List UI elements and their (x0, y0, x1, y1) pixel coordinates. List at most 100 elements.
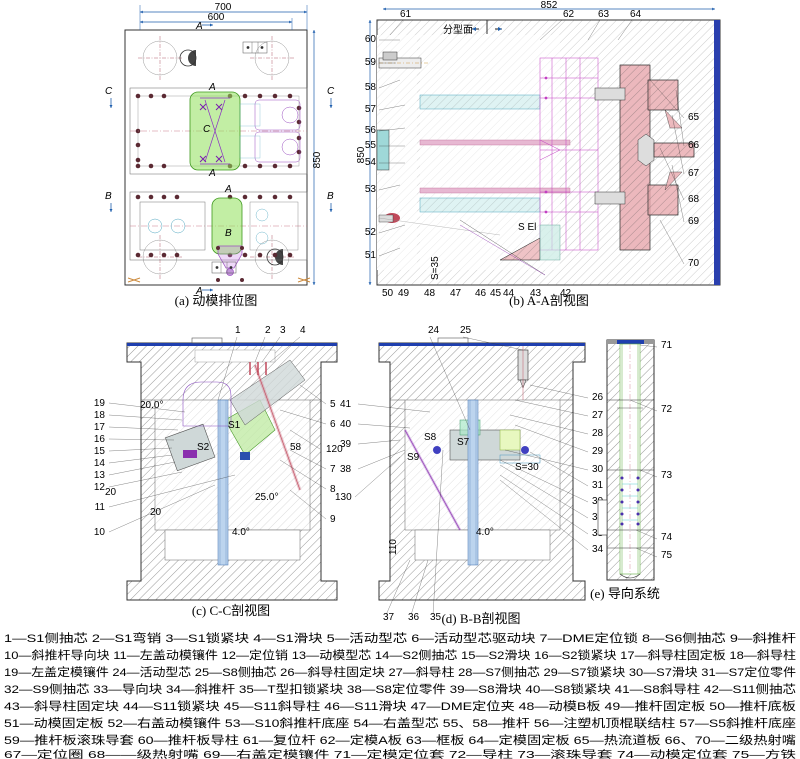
svg-text:48: 48 (424, 288, 436, 299)
svg-text:73: 73 (661, 470, 673, 481)
svg-text:130: 130 (335, 492, 352, 503)
svg-text:63: 63 (598, 9, 610, 20)
svg-text:B: B (225, 228, 232, 239)
svg-text:29: 29 (592, 446, 604, 457)
svg-text:46: 46 (475, 288, 487, 299)
svg-text:S=30: S=30 (515, 462, 539, 473)
svg-text:59: 59 (365, 57, 377, 68)
svg-text:1: 1 (235, 325, 241, 336)
svg-text:分型面: 分型面 (443, 23, 473, 36)
svg-text:17: 17 (94, 422, 106, 433)
svg-text:68: 68 (688, 194, 700, 205)
svg-text:S=35: S=35 (430, 256, 441, 280)
svg-text:852: 852 (541, 0, 558, 11)
svg-text:58: 58 (365, 82, 377, 93)
svg-text:13: 13 (94, 470, 106, 481)
svg-text:2: 2 (265, 325, 271, 336)
svg-text:66: 66 (688, 140, 700, 151)
svg-text:54: 54 (365, 157, 377, 168)
svg-text:28: 28 (592, 428, 604, 439)
svg-text:25: 25 (460, 325, 472, 336)
svg-text:50: 50 (382, 288, 394, 299)
svg-text:(e) 导向系统: (e) 导向系统 (590, 586, 660, 601)
svg-text:38: 38 (340, 464, 352, 475)
svg-text:58: 58 (290, 442, 302, 453)
svg-text:70: 70 (688, 258, 700, 269)
svg-text:12: 12 (94, 482, 106, 493)
svg-text:(a) 动模排位图: (a) 动模排位图 (175, 293, 258, 308)
svg-text:C: C (203, 124, 211, 135)
svg-text:20: 20 (105, 487, 117, 498)
svg-text:4.0°: 4.0° (476, 527, 494, 538)
svg-text:74: 74 (661, 532, 673, 543)
svg-text:S8: S8 (424, 432, 437, 443)
svg-text:72: 72 (661, 404, 673, 415)
svg-text:26: 26 (592, 392, 604, 403)
svg-text:S2: S2 (197, 442, 210, 453)
svg-text:18: 18 (94, 410, 106, 421)
svg-text:67—定位圈 68——级热射嘴 69—右盖定模镶件: 67—定位圈 68——级热射嘴 69—右盖定模镶件 71—定模定位套 72—导柱… (4, 748, 796, 759)
svg-text:A: A (224, 184, 232, 195)
svg-text:27: 27 (592, 410, 604, 421)
svg-text:47: 47 (450, 288, 462, 299)
svg-text:24: 24 (428, 325, 440, 336)
svg-text:31: 31 (592, 480, 604, 491)
svg-text:41: 41 (340, 399, 352, 410)
svg-text:S1: S1 (228, 420, 241, 431)
svg-text:S9: S9 (407, 452, 420, 463)
svg-text:30: 30 (592, 464, 604, 475)
svg-text:59—推杆板滚珠导套 60—推杆板导柱 61—复位杆: 59—推杆板滚珠导套 60—推杆板导柱 61—复位杆 62—定模A板 63—框板… (4, 733, 796, 747)
svg-text:(d) B-B剖视图: (d) B-B剖视图 (441, 611, 520, 626)
svg-text:5: 5 (330, 399, 336, 410)
svg-text:3: 3 (280, 325, 286, 336)
svg-text:56: 56 (365, 125, 377, 136)
svg-text:32—S9侧抽芯 33—导向块 34—斜推杆 3: 32—S9侧抽芯 33—导向块 34—斜推杆 35—T型扣锁紧块 38—S8定位… (4, 682, 796, 696)
svg-text:39: 39 (340, 439, 352, 450)
svg-text:37: 37 (383, 612, 395, 623)
svg-text:16: 16 (94, 434, 106, 445)
svg-text:B: B (327, 191, 334, 202)
svg-text:19—左盖定模镶件 24—活动型芯 25—S8侧抽芯: 19—左盖定模镶件 24—活动型芯 25—S8侧抽芯 26—斜导柱固定块 27—… (4, 665, 796, 679)
svg-text:9: 9 (330, 514, 336, 525)
svg-text:52: 52 (365, 227, 377, 238)
svg-text:850: 850 (312, 151, 323, 168)
svg-text:20.0°: 20.0° (140, 400, 163, 411)
svg-text:36: 36 (408, 612, 420, 623)
svg-text:62: 62 (563, 9, 575, 20)
svg-text:45: 45 (490, 288, 502, 299)
svg-text:10—斜推杆导向块 11—左盖动模镶件 12—定位销: 10—斜推杆导向块 11—左盖动模镶件 12—定位销 13—动模型芯 14—S2… (4, 648, 796, 662)
svg-text:B: B (105, 191, 112, 202)
svg-text:35: 35 (430, 612, 442, 623)
svg-text:10: 10 (94, 527, 106, 538)
svg-text:110: 110 (388, 539, 399, 555)
svg-text:49: 49 (398, 288, 410, 299)
svg-text:40: 40 (340, 419, 352, 430)
svg-text:11: 11 (95, 502, 106, 513)
svg-text:4.0°: 4.0° (232, 527, 250, 538)
svg-text:S7: S7 (457, 437, 470, 448)
svg-text:14: 14 (94, 458, 106, 469)
svg-text:C: C (105, 86, 113, 97)
svg-text:64: 64 (630, 9, 642, 20)
svg-text:65: 65 (688, 112, 700, 123)
svg-text:A: A (208, 82, 216, 93)
svg-text:69: 69 (688, 216, 700, 227)
svg-text:51: 51 (365, 250, 377, 261)
svg-text:600: 600 (208, 12, 225, 23)
svg-text:67: 67 (688, 168, 700, 179)
svg-text:A: A (208, 168, 216, 179)
svg-text:1—S1侧抽芯 2—S1弯销 3—S1锁紧块 4: 1—S1侧抽芯 2—S1弯销 3—S1锁紧块 4—S1滑块 5—活动型芯 6—活… (4, 631, 796, 645)
svg-text:61: 61 (400, 9, 412, 20)
svg-text:19: 19 (94, 398, 106, 409)
svg-text:20: 20 (150, 507, 162, 518)
svg-text:60: 60 (365, 34, 377, 45)
svg-text:75: 75 (661, 550, 673, 561)
svg-text:15: 15 (94, 446, 106, 457)
svg-text:25.0°: 25.0° (255, 492, 278, 503)
svg-text:71: 71 (661, 340, 673, 351)
svg-text:7: 7 (330, 464, 336, 475)
svg-text:(c) C-C剖视图: (c) C-C剖视图 (192, 603, 270, 618)
svg-text:(b) A-A剖视图: (b) A-A剖视图 (509, 293, 589, 308)
svg-text:4: 4 (300, 325, 306, 336)
svg-text:S El: S El (518, 222, 536, 233)
